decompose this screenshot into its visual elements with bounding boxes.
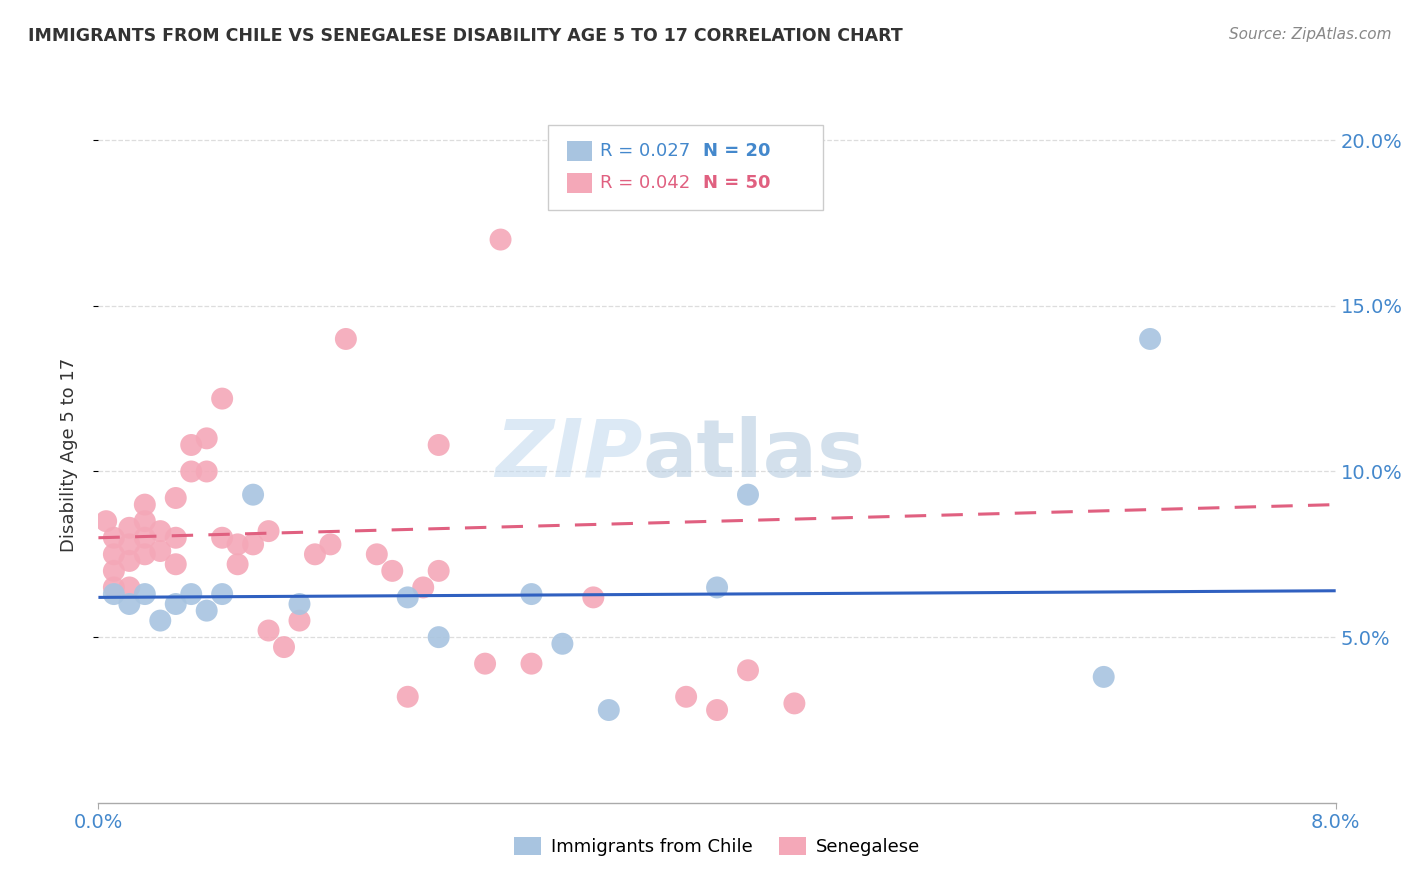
Point (103, 581, 125, 595)
Text: N = 50: N = 50 (703, 174, 770, 192)
Point (319, 537, 342, 551)
Point (195, 604, 218, 618)
Point (165, 558, 187, 572)
Point (165, 597, 187, 611)
Point (103, 531, 125, 545)
Point (257, 524, 280, 538)
Point (551, 173, 574, 187)
Point (582, 591, 605, 605)
Point (180, 587, 202, 601)
Point (427, 564, 450, 578)
Point (335, 332, 357, 346)
Point (706, 703, 728, 717)
Point (134, 547, 156, 561)
Point (242, 537, 264, 551)
Point (149, 544, 172, 558)
Point (96, 514, 118, 528)
Point (551, 637, 574, 651)
Text: ZIP: ZIP (495, 416, 643, 494)
Point (304, 547, 326, 561)
Point (149, 524, 172, 538)
Text: R = 0.042: R = 0.042 (600, 174, 690, 192)
Point (118, 581, 141, 595)
Point (242, 488, 264, 502)
Point (396, 591, 419, 605)
Point (675, 690, 697, 704)
Point (273, 640, 295, 654)
Point (706, 581, 728, 595)
Point (783, 697, 806, 711)
Point (427, 438, 450, 452)
Point (180, 465, 202, 479)
Point (226, 537, 249, 551)
Point (211, 392, 233, 406)
Point (103, 547, 125, 561)
Point (180, 438, 202, 452)
Point (149, 614, 172, 628)
Point (165, 531, 187, 545)
Point (737, 488, 759, 502)
Point (103, 564, 125, 578)
Point (134, 514, 156, 528)
Point (226, 558, 249, 572)
Point (211, 531, 233, 545)
Point (257, 624, 280, 638)
Point (195, 465, 218, 479)
Point (598, 703, 620, 717)
Legend: Immigrants from Chile, Senegalese: Immigrants from Chile, Senegalese (508, 830, 927, 863)
Text: N = 20: N = 20 (703, 142, 770, 160)
Y-axis label: Disability Age 5 to 17: Disability Age 5 to 17 (59, 358, 77, 552)
Point (118, 554, 141, 568)
Text: R = 0.027: R = 0.027 (600, 142, 690, 160)
Point (118, 537, 141, 551)
Point (288, 614, 311, 628)
Point (134, 587, 156, 601)
Point (211, 587, 233, 601)
Point (381, 564, 404, 578)
Point (134, 498, 156, 512)
Text: Source: ZipAtlas.com: Source: ZipAtlas.com (1229, 27, 1392, 42)
Point (520, 587, 543, 601)
Point (628, 143, 651, 157)
Point (165, 491, 187, 505)
Point (520, 657, 543, 671)
Point (1092, 670, 1115, 684)
Point (474, 657, 496, 671)
Point (195, 431, 218, 445)
Point (396, 690, 419, 704)
Point (427, 630, 450, 644)
Point (118, 521, 141, 535)
Point (288, 597, 311, 611)
Point (1139, 332, 1161, 346)
Point (412, 581, 434, 595)
Point (489, 233, 512, 247)
Text: atlas: atlas (643, 416, 866, 494)
Point (118, 597, 141, 611)
Point (366, 547, 388, 561)
Point (103, 587, 125, 601)
Point (134, 531, 156, 545)
Text: IMMIGRANTS FROM CHILE VS SENEGALESE DISABILITY AGE 5 TO 17 CORRELATION CHART: IMMIGRANTS FROM CHILE VS SENEGALESE DISA… (28, 27, 903, 45)
Point (737, 663, 759, 677)
